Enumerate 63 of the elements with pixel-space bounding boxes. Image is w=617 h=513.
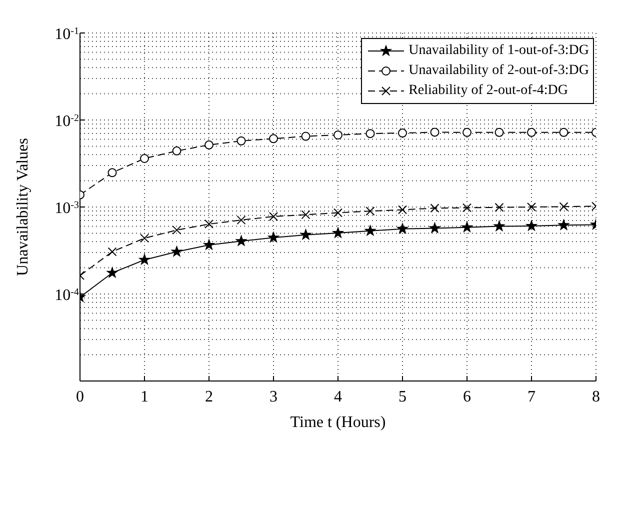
point [108, 247, 117, 256]
point [397, 223, 408, 234]
legend-label: Unavailability of 2-out-of-3:DG [408, 63, 589, 79]
point [204, 220, 214, 229]
point [332, 228, 344, 238]
point [526, 220, 537, 231]
point [527, 128, 536, 137]
point [366, 129, 375, 138]
x-tick-label: 8 [592, 388, 600, 406]
legend-label: Unavailability of 1-out-of-3:DG [408, 43, 589, 59]
y-tick-label: 10$^{-3}$ [54, 200, 79, 217]
point [462, 128, 472, 137]
point [558, 220, 570, 230]
point [364, 225, 376, 236]
x-tick-label: 1 [140, 388, 148, 406]
x-tick-label: 6 [463, 388, 471, 406]
point [204, 239, 214, 250]
point [494, 128, 504, 137]
point [494, 202, 504, 212]
legend-label: Reliability of 2-out-of-4:DG [408, 83, 568, 99]
y-tick-label: 10$^{-2}$ [54, 112, 79, 130]
point [462, 203, 472, 212]
point [430, 204, 440, 213]
y-tick-label: 10$^{-4}$ [54, 286, 79, 304]
point [366, 206, 375, 216]
point [171, 246, 182, 256]
point [334, 130, 342, 140]
point [559, 128, 568, 137]
point [106, 267, 118, 278]
y-tick-label: 10$^{-1}$ [54, 26, 79, 43]
x-tick-label: 7 [528, 388, 536, 406]
point [236, 236, 247, 246]
x-tick-label: 0 [76, 388, 84, 406]
x-tick-label: 3 [270, 388, 278, 406]
x-axis-title: Time t (Hours) [290, 414, 386, 431]
point [462, 222, 472, 232]
point [301, 210, 310, 220]
point [268, 232, 279, 242]
x-tick-label: 4 [334, 388, 342, 406]
point [139, 254, 150, 264]
point [204, 140, 214, 150]
x-tick-label: 2 [205, 388, 213, 406]
point [236, 136, 246, 146]
point [559, 202, 568, 212]
point [398, 205, 407, 214]
point [269, 212, 278, 221]
x-tick-label: 5 [398, 388, 406, 406]
point [269, 134, 278, 144]
point [172, 146, 182, 156]
point [398, 128, 407, 138]
point [108, 168, 117, 178]
point [301, 132, 310, 141]
point [429, 222, 440, 233]
point [140, 234, 149, 243]
point [430, 128, 440, 137]
point [334, 208, 342, 218]
point [527, 202, 536, 212]
point [300, 229, 312, 240]
point [140, 154, 149, 163]
y-axis-title: Unavailability Values [14, 138, 32, 276]
point [172, 226, 182, 235]
point [236, 216, 246, 225]
point [494, 220, 505, 231]
